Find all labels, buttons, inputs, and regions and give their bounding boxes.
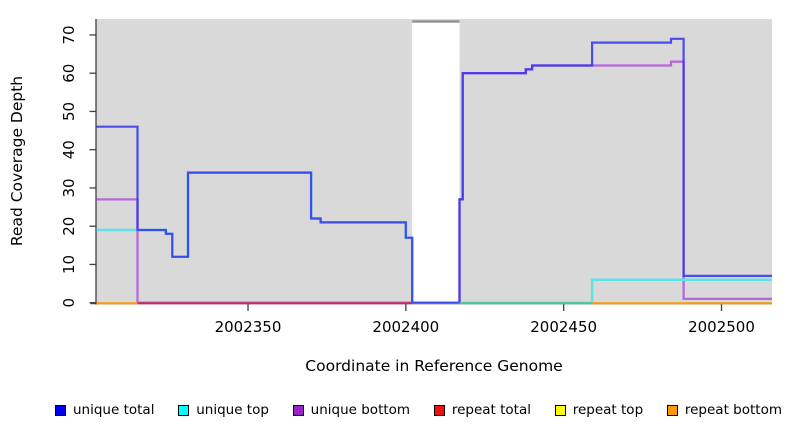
y-tick-label: 70	[60, 25, 78, 44]
y-tick-label: 50	[60, 102, 78, 121]
legend-item-unique-bottom: unique bottom	[292, 402, 411, 418]
legend-swatch-repeat-top	[554, 404, 566, 416]
legend-label-unique-top: unique top	[196, 402, 269, 418]
y-tick-label: 10	[60, 255, 78, 274]
legend-swatch-repeat-total	[433, 404, 445, 416]
legend-label-repeat-bottom: repeat bottom	[684, 402, 782, 418]
legend-label-unique-total: unique total	[73, 402, 155, 418]
x-axis-title: Coordinate in Reference Genome	[305, 357, 562, 375]
legend-item-unique-top: unique top	[178, 402, 269, 418]
legend-label-unique-bottom: unique bottom	[310, 402, 411, 418]
x-tick-label: 2002350	[215, 318, 282, 336]
y-axis-title: Read Coverage Depth	[8, 76, 26, 246]
legend-label-repeat-top: repeat top	[572, 402, 644, 418]
masked-region	[412, 21, 460, 305]
legend-swatch-unique-top	[178, 404, 190, 416]
legend-label-repeat-total: repeat total	[451, 402, 531, 418]
y-tick-label: 0	[60, 298, 78, 308]
legend-swatch-repeat-bottom	[666, 404, 678, 416]
series-line-unique-total	[96, 37, 772, 304]
y-tick-label: 30	[60, 178, 78, 197]
tick-labels: 0 10 20 30 40 50 60 70 2002350 2002400 2002450 2002…	[60, 25, 755, 336]
series-lines	[96, 37, 772, 305]
x-tick-label: 2002500	[688, 318, 755, 336]
legend-item-repeat-top: repeat top	[554, 402, 644, 418]
x-tick-label: 2002400	[372, 318, 439, 336]
legend-swatch-unique-total	[55, 404, 66, 416]
x-tick-label: 2002450	[530, 318, 597, 336]
legend-swatch-unique-bottom	[292, 404, 304, 416]
y-tick-label: 20	[60, 217, 78, 236]
legend-item-repeat-total: repeat total	[433, 402, 531, 418]
chart-legend: unique total unique top unique bottom repea…	[0, 394, 792, 426]
y-tick-label: 40	[60, 140, 78, 159]
y-tick-label: 60	[60, 64, 78, 83]
legend-item-unique-total: unique total	[55, 402, 154, 418]
legend-item-repeat-bottom: repeat bottom	[666, 402, 782, 418]
coverage-chart: 0 10 20 30 40 50 60 70 2002350 2002400 2002450 2002…	[8, 19, 772, 375]
